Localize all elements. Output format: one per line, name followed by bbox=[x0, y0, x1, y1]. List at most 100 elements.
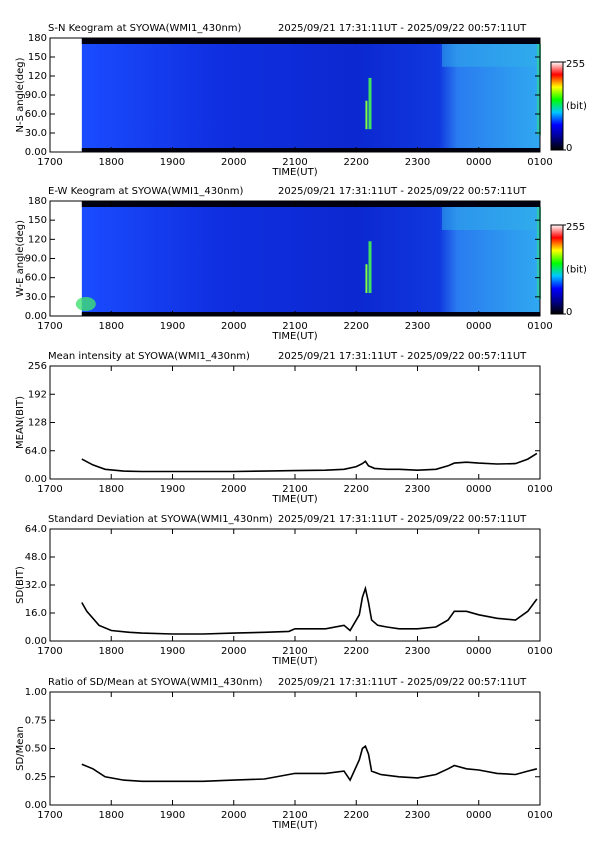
x-tick-label: 2100 bbox=[282, 484, 307, 495]
chart-title: Mean intensity at SYOWA(WMI1_430nm) bbox=[48, 351, 250, 362]
x-tick-label: 2300 bbox=[405, 484, 430, 495]
y-tick-label: 0.75 bbox=[25, 715, 47, 726]
x-tick-label: 0100 bbox=[527, 484, 552, 495]
plot-frame bbox=[49, 691, 541, 806]
keogram-edge bbox=[81, 201, 540, 207]
keogram-streak bbox=[365, 100, 368, 130]
x-tick-label: 1900 bbox=[160, 484, 185, 495]
x-axis-label: TIME(UT) bbox=[271, 331, 317, 342]
y-tick-label: 16.0 bbox=[25, 608, 47, 619]
x-tick-label: 2000 bbox=[221, 321, 246, 332]
x-tick-label: 2100 bbox=[282, 157, 307, 168]
keogram-streak bbox=[368, 241, 372, 293]
x-tick-label: 2200 bbox=[344, 157, 369, 168]
x-tick-label: 1800 bbox=[99, 321, 124, 332]
x-tick-label: 1800 bbox=[99, 646, 124, 657]
y-tick-label: 30.0 bbox=[25, 128, 47, 139]
x-tick-label: 2100 bbox=[282, 321, 307, 332]
x-tick-label: 0100 bbox=[527, 321, 552, 332]
x-tick-label: 0100 bbox=[527, 646, 552, 657]
x-tick-label: 0000 bbox=[466, 484, 491, 495]
y-tick-label: 0.00 bbox=[25, 311, 47, 322]
colorbar-label: (bit) bbox=[566, 101, 587, 112]
x-tick-label: 2200 bbox=[344, 484, 369, 495]
y-tick-label: 150 bbox=[28, 52, 47, 63]
keogram-streak bbox=[536, 44, 541, 136]
y-tick-label: 60.0 bbox=[25, 273, 47, 284]
y-tick-label: 0.00 bbox=[25, 636, 47, 647]
y-tick-label: 128 bbox=[28, 418, 47, 429]
keogram-edge bbox=[81, 38, 540, 44]
x-tick-label: 1800 bbox=[99, 484, 124, 495]
x-tick-label: 1700 bbox=[37, 810, 62, 821]
y-tick-label: 90.0 bbox=[25, 90, 47, 101]
time-range: 2025/09/21 17:31:11UT - 2025/09/22 00:57… bbox=[278, 23, 527, 34]
y-axis-label: SD(BIT) bbox=[15, 566, 26, 604]
data-line bbox=[81, 452, 538, 473]
colorbar-tick-label: 0 bbox=[566, 143, 572, 154]
keogram-edge bbox=[81, 148, 540, 152]
x-tick-label: 2300 bbox=[405, 157, 430, 168]
x-tick-label: 1900 bbox=[160, 157, 185, 168]
time-range: 2025/09/21 17:31:11UT - 2025/09/22 00:57… bbox=[278, 186, 527, 197]
x-tick-label: 1700 bbox=[37, 321, 62, 332]
keogram-glow bbox=[75, 297, 96, 311]
x-tick-label: 2100 bbox=[282, 646, 307, 657]
x-tick-label: 1700 bbox=[37, 646, 62, 657]
y-tick-label: 256 bbox=[28, 361, 47, 372]
x-tick-label: 2200 bbox=[344, 321, 369, 332]
x-tick-label: 2100 bbox=[282, 810, 307, 821]
x-tick-label: 2000 bbox=[221, 157, 246, 168]
x-tick-label: 0100 bbox=[527, 810, 552, 821]
x-tick-label: 0000 bbox=[466, 157, 491, 168]
x-tick-label: 1700 bbox=[37, 484, 62, 495]
data-line bbox=[81, 744, 538, 783]
x-tick-label: 1900 bbox=[160, 321, 185, 332]
keogram-streak bbox=[536, 207, 541, 299]
y-tick-label: 90.0 bbox=[25, 254, 47, 265]
y-tick-label: 48.0 bbox=[25, 552, 47, 563]
x-tick-label: 2200 bbox=[344, 810, 369, 821]
y-tick-label: 0.00 bbox=[25, 800, 47, 811]
x-tick-label: 2300 bbox=[405, 321, 430, 332]
x-tick-label: 0000 bbox=[466, 810, 491, 821]
x-tick-label: 2000 bbox=[221, 810, 246, 821]
keogram-edge bbox=[81, 312, 540, 316]
x-tick-label: 2200 bbox=[344, 646, 369, 657]
y-tick-label: 120 bbox=[28, 234, 47, 245]
y-tick-label: 180 bbox=[28, 33, 47, 44]
colorbar bbox=[550, 224, 564, 315]
y-tick-label: 0.00 bbox=[25, 147, 47, 158]
x-tick-label: 2000 bbox=[221, 646, 246, 657]
y-axis-label: W-E angle(deg) bbox=[15, 220, 26, 297]
y-axis-label: N-S angle(deg) bbox=[15, 57, 26, 132]
chart-title: Standard Deviation at SYOWA(WMI1_430nm) bbox=[48, 514, 273, 525]
colorbar-label: (bit) bbox=[566, 265, 587, 276]
keogram-streak bbox=[365, 264, 368, 293]
x-tick-label: 0000 bbox=[466, 321, 491, 332]
x-tick-label: 0100 bbox=[527, 157, 552, 168]
y-tick-label: 0.25 bbox=[25, 772, 47, 783]
data-line bbox=[81, 585, 538, 635]
x-axis-label: TIME(UT) bbox=[271, 820, 317, 831]
y-tick-label: 32.0 bbox=[25, 580, 47, 591]
y-axis-label: SD/Mean bbox=[15, 726, 26, 771]
x-axis-label: TIME(UT) bbox=[271, 656, 317, 667]
x-tick-label: 2000 bbox=[221, 484, 246, 495]
y-axis-label: MEAN(BIT) bbox=[15, 396, 26, 449]
keogram-band bbox=[442, 207, 540, 230]
y-tick-label: 150 bbox=[28, 215, 47, 226]
x-tick-label: 1800 bbox=[99, 810, 124, 821]
keogram-streak bbox=[368, 77, 372, 130]
y-tick-label: 120 bbox=[28, 71, 47, 82]
colorbar-tick-label: 255 bbox=[566, 59, 585, 70]
time-range: 2025/09/21 17:31:11UT - 2025/09/22 00:57… bbox=[278, 514, 527, 525]
y-tick-label: 1.00 bbox=[25, 687, 47, 698]
chart-title: S-N Keogram at SYOWA(WMI1_430nm) bbox=[48, 23, 242, 34]
x-tick-label: 2300 bbox=[405, 646, 430, 657]
colorbar bbox=[550, 61, 564, 151]
y-tick-label: 0.50 bbox=[25, 744, 47, 755]
x-tick-label: 2300 bbox=[405, 810, 430, 821]
